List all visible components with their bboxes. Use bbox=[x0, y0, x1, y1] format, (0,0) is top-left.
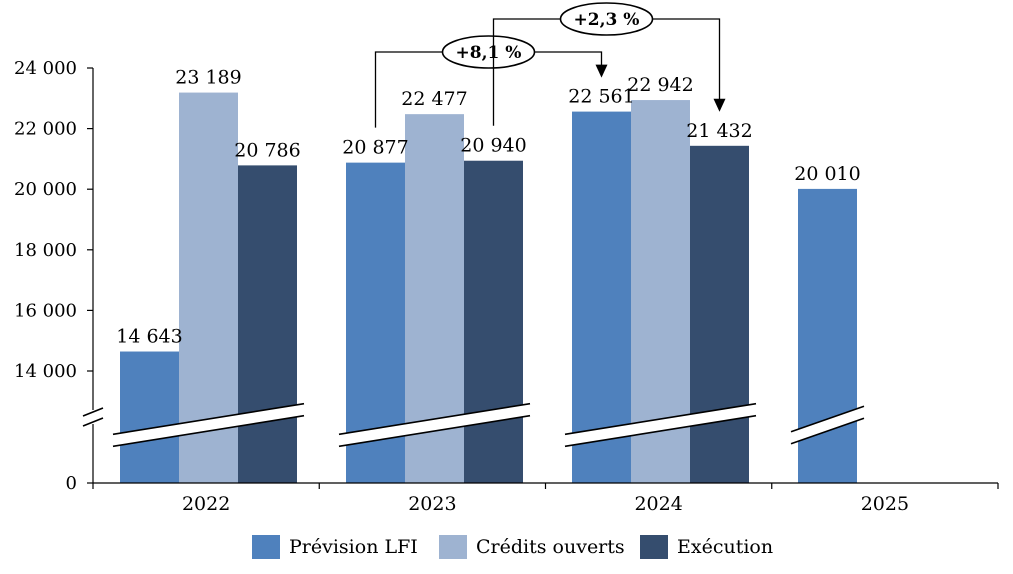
x-tick-label-2024: 2024 bbox=[634, 493, 682, 515]
break-band-2025 bbox=[791, 406, 864, 444]
y-tick-label-22000: 22 000 bbox=[14, 119, 77, 140]
break-line-bottom-2024 bbox=[564, 414, 757, 448]
annotation-arrowhead-1 bbox=[713, 98, 726, 112]
break-line-bottom-2022 bbox=[112, 414, 305, 448]
bar-2024-2 bbox=[690, 145, 749, 483]
legend-label-1: Crédits ouverts bbox=[476, 536, 625, 558]
data-label-2022-2: 20 786 bbox=[234, 139, 300, 161]
annotation-label-0: +8,1 % bbox=[456, 43, 522, 63]
legend-label-0: Prévision LFI bbox=[289, 536, 418, 558]
y-axis-break-line-top bbox=[82, 407, 104, 417]
break-band-2022 bbox=[113, 403, 304, 447]
annotation-oval-1 bbox=[559, 2, 654, 36]
y-axis-break-band bbox=[83, 408, 103, 426]
break-line-top-2023 bbox=[338, 402, 531, 436]
data-label-2022-0: 14 643 bbox=[116, 326, 182, 348]
x-tick-label-2023: 2023 bbox=[408, 493, 456, 515]
bar-2022-0 bbox=[120, 351, 179, 483]
break-band-2024 bbox=[565, 403, 756, 447]
y-tick-label-0: 0 bbox=[66, 473, 77, 494]
legend-swatch-0 bbox=[252, 535, 280, 559]
break-line-top-2022 bbox=[112, 402, 305, 436]
data-label-2024-2: 21 432 bbox=[686, 120, 752, 142]
x-tick-label-2025: 2025 bbox=[861, 493, 909, 515]
bar-2023-2 bbox=[464, 160, 523, 483]
data-label-2024-1: 22 942 bbox=[627, 74, 693, 96]
break-line-bottom-2025 bbox=[790, 417, 865, 445]
break-line-bottom-2023 bbox=[338, 414, 531, 448]
legend-swatch-1 bbox=[439, 535, 467, 559]
y-tick-label-16000: 16 000 bbox=[14, 300, 77, 321]
annotation-oval-0 bbox=[441, 35, 536, 69]
bar-2022-2 bbox=[238, 165, 297, 483]
data-label-2024-0: 22 561 bbox=[568, 86, 634, 108]
data-label-2025-0: 20 010 bbox=[794, 163, 860, 185]
axes-layer: 0 14 000 16 000 18 000 20 000 22 000 24 000 202… bbox=[14, 58, 999, 515]
annotation-arrowhead-0 bbox=[595, 64, 608, 78]
x-tick-label-2022: 2022 bbox=[182, 493, 230, 515]
legend-swatch-2 bbox=[640, 535, 668, 559]
axis-breaks-layer bbox=[112, 402, 865, 448]
data-label-2023-2: 20 940 bbox=[460, 135, 526, 157]
legend-label-2: Exécution bbox=[677, 536, 773, 558]
y-axis-break-line-bottom bbox=[82, 417, 104, 427]
y-tick-label-24000: 24 000 bbox=[14, 58, 77, 79]
break-band-2023 bbox=[339, 403, 530, 447]
annotation-label-1: +2,3 % bbox=[574, 10, 640, 30]
y-tick-label-20000: 20 000 bbox=[14, 179, 77, 200]
y-tick-label-14000: 14 000 bbox=[14, 361, 77, 382]
annotations-layer: +8,1 % +2,3 % bbox=[374, 2, 726, 128]
y-tick-label-18000: 18 000 bbox=[14, 240, 77, 261]
break-line-top-2024 bbox=[564, 402, 757, 436]
data-label-2023-0: 20 877 bbox=[342, 137, 408, 159]
data-labels-layer: 14 643 20 877 22 561 20 010 23 189 22 477 22 9… bbox=[116, 67, 860, 348]
data-label-2023-1: 22 477 bbox=[401, 88, 467, 110]
bars-layer bbox=[120, 92, 857, 484]
break-line-top-2025 bbox=[790, 405, 865, 433]
legend: Prévision LFI Crédits ouverts Exécution bbox=[252, 535, 773, 559]
bar-2024-0 bbox=[572, 111, 631, 484]
data-label-2022-1: 23 189 bbox=[175, 67, 241, 89]
